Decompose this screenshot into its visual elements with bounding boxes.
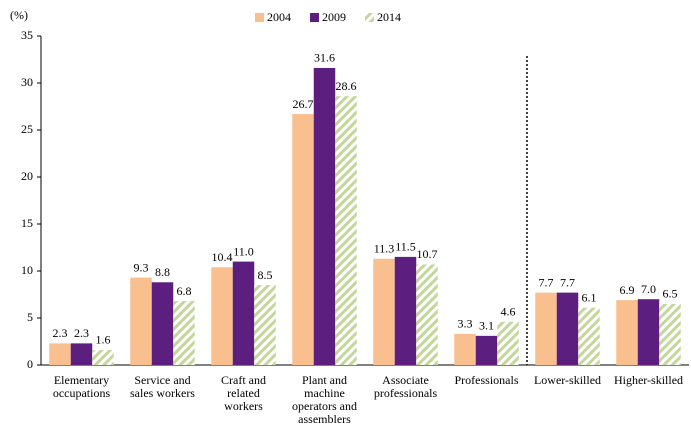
x-tick-label: machine (304, 386, 345, 400)
y-tick-label: 5 (27, 310, 33, 324)
legend-swatch (365, 13, 374, 22)
value-label: 11.0 (233, 244, 254, 258)
value-label: 3.1 (479, 319, 494, 333)
x-tick-label: Lower-skilled (534, 373, 601, 387)
bar (49, 343, 71, 365)
value-label: 2.3 (53, 326, 68, 340)
bar (637, 299, 660, 365)
value-label: 10.4 (212, 250, 233, 264)
x-tick-label: Elementary (54, 373, 109, 387)
legend-label: 2009 (322, 10, 346, 24)
bar (373, 258, 395, 365)
bar (211, 267, 233, 365)
value-label: 10.7 (417, 247, 438, 261)
x-tick-label: Service and (134, 373, 190, 387)
legend-swatch (255, 13, 264, 22)
x-tick-label: Craft and (221, 373, 266, 387)
y-tick-label: 35 (21, 28, 33, 42)
y-tick-label: 10 (21, 263, 33, 277)
value-label: 6.8 (177, 284, 192, 298)
bar (335, 96, 357, 365)
bar (535, 292, 557, 365)
bar (313, 67, 336, 366)
y-tick-label: 20 (21, 169, 33, 183)
x-tick-label: operators and (292, 399, 357, 413)
bar (394, 256, 417, 365)
x-tick-label: Associate (382, 373, 429, 387)
value-label: 4.6 (501, 305, 516, 319)
value-label: 9.3 (134, 260, 149, 274)
x-tick-label: related (227, 386, 260, 400)
bar (254, 285, 276, 365)
value-label: 6.1 (582, 290, 597, 304)
y-tick-label: 0 (27, 357, 33, 371)
bar (130, 277, 152, 365)
bar (556, 292, 579, 365)
value-label: 28.6 (336, 79, 357, 93)
value-label: 6.9 (620, 283, 635, 297)
bar (475, 335, 498, 365)
x-tick-label: Plant and (302, 373, 347, 387)
value-label: 31.6 (314, 51, 335, 65)
bar (151, 282, 174, 365)
value-label: 8.5 (258, 268, 273, 282)
legend-label: 2014 (377, 10, 401, 24)
y-tick-label: 25 (21, 122, 33, 136)
value-label: 7.7 (539, 275, 554, 289)
value-label: 6.5 (663, 287, 678, 301)
legend-swatch (310, 13, 319, 22)
x-tick-label: Higher-skilled (614, 373, 683, 387)
value-label: 7.7 (560, 275, 575, 289)
bar (416, 264, 438, 365)
value-label: 11.5 (395, 240, 416, 254)
y-tick-label: 15 (21, 216, 33, 230)
y-tick-label: 30 (21, 75, 33, 89)
bar (497, 321, 519, 365)
value-label: 2.3 (74, 326, 89, 340)
bar (616, 300, 638, 365)
bar (92, 349, 114, 365)
x-tick-label: occupations (53, 386, 111, 400)
value-label: 1.6 (96, 333, 111, 347)
bar (70, 343, 93, 365)
bar (454, 333, 476, 365)
bar (292, 114, 314, 366)
x-tick-label: assemblers (298, 412, 351, 426)
x-tick-label: professionals (374, 386, 438, 400)
x-tick-label: sales workers (130, 386, 195, 400)
value-label: 26.7 (293, 97, 314, 111)
x-tick-label: workers (224, 399, 263, 413)
value-label: 8.8 (155, 265, 170, 279)
bar (232, 261, 255, 365)
legend-label: 2004 (267, 10, 291, 24)
value-label: 7.0 (641, 282, 656, 296)
bar (173, 301, 195, 365)
y-axis-label: (%) (10, 8, 28, 22)
bar (578, 307, 600, 365)
value-label: 11.3 (374, 242, 395, 256)
value-label: 3.3 (458, 317, 473, 331)
bar (659, 303, 681, 365)
x-tick-label: Professionals (455, 373, 519, 387)
